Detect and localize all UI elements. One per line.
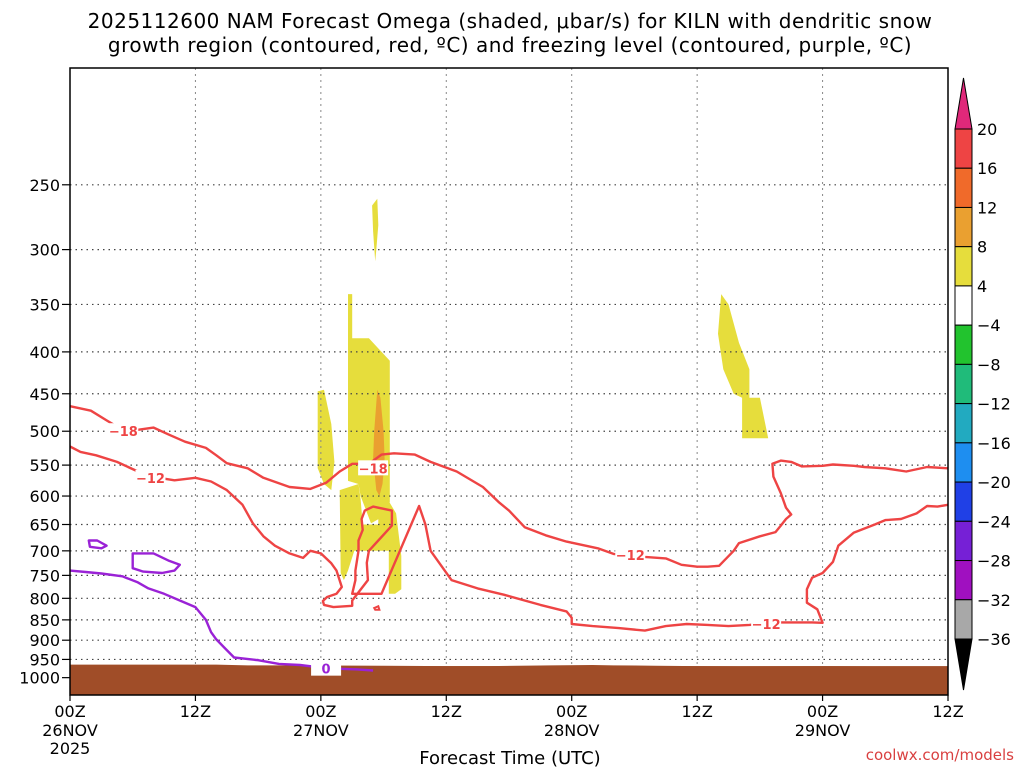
contour-label: −18	[109, 425, 138, 440]
colorbar-top-triangle	[954, 77, 973, 130]
colorbar-label: −12	[977, 395, 1011, 414]
chart-title-line2: growth region (contoured, red, ºC) and f…	[108, 33, 912, 57]
x-tick-label: 00Z	[556, 702, 587, 721]
x-tick-label: 00Z	[807, 702, 838, 721]
x-tick-label: 12Z	[180, 702, 211, 721]
y-tick-label: 550	[29, 456, 60, 475]
colorbar-label: 16	[977, 159, 997, 178]
y-tick-label: 600	[29, 487, 60, 506]
colorbar-segment-11	[954, 520, 973, 562]
y-tick-label: 800	[29, 589, 60, 608]
colorbar-segment-6	[954, 324, 973, 365]
colorbar-label: −16	[977, 434, 1011, 453]
colorbar-segment-5	[954, 285, 973, 326]
contour-label: −12	[616, 549, 645, 564]
colorbar-segment-12	[954, 560, 973, 601]
terrain-profile	[70, 664, 948, 669]
x-tick-date: 29NOV	[795, 721, 851, 740]
contour-label-bg	[751, 616, 782, 632]
colorbar-label: −28	[977, 552, 1011, 571]
x-tick-label: 12Z	[681, 702, 712, 721]
x-tick-date: 28NOV	[544, 721, 600, 740]
colorbar-label: −36	[977, 630, 1011, 649]
colorbar-segment-3	[954, 206, 973, 248]
colorbar-label: 12	[977, 198, 997, 217]
contour-label-bg	[311, 660, 342, 676]
y-tick-label: 500	[29, 422, 60, 441]
colorbar-segment-8	[954, 403, 973, 444]
x-tick-date: 26NOV	[42, 721, 98, 740]
contour-label: −12	[136, 472, 165, 487]
contour-labels: −18 −18 −12 −12 −12 0	[108, 423, 782, 678]
y-tick-label: 650	[29, 515, 60, 534]
y-tick-label: 950	[29, 650, 60, 669]
contour-label: −18	[359, 462, 388, 477]
y-tick-label: 350	[29, 295, 60, 314]
colorbar-label: −20	[977, 473, 1011, 492]
contour-−18-0	[69, 405, 949, 568]
colorbar-label: −8	[977, 355, 1001, 374]
contour-label-bg	[615, 546, 646, 562]
contour-label-bg	[358, 460, 389, 476]
y-axis-ticks: 2503003504004505005506006507007508008509…	[19, 176, 70, 688]
contour-label-bg	[135, 469, 166, 485]
contour-0-2	[69, 569, 374, 672]
contour-label: 0	[322, 663, 331, 678]
grid-lines	[70, 68, 948, 695]
y-tick-label: 700	[29, 542, 60, 561]
terrain-fill	[70, 664, 948, 695]
colorbar-segment-13	[954, 599, 973, 640]
omega-region-6	[718, 294, 769, 439]
contour-−12-1	[69, 445, 949, 632]
x-tick-label: 12Z	[932, 702, 963, 721]
y-tick-label: 250	[29, 176, 60, 195]
y-tick-label: 900	[29, 631, 60, 650]
colorbar-label: −24	[977, 512, 1011, 531]
colorbar-label: 8	[977, 238, 987, 257]
contour-label-bg	[108, 423, 139, 439]
y-tick-label: 850	[29, 611, 60, 630]
omega-region-3	[371, 496, 402, 594]
plot-frame	[69, 67, 949, 696]
x-tick-label: 12Z	[431, 702, 462, 721]
y-tick-label: 1000	[19, 669, 60, 688]
x-axis-label: Forecast Time (UTC)	[419, 748, 600, 768]
y-tick-label: 400	[29, 343, 60, 362]
contour-loop-3	[87, 539, 108, 550]
terrain-bar	[70, 666, 948, 695]
contour-small-loop	[372, 604, 381, 611]
x-tick-year: 2025	[50, 739, 91, 758]
x-tick-label: 00Z	[54, 702, 85, 721]
colorbar-label: 20	[977, 120, 997, 139]
contour-label: −12	[752, 618, 781, 633]
contour-loop-4	[131, 552, 182, 575]
chart-title-line1: 2025112600 NAM Forecast Omega (shaded, μ…	[88, 9, 933, 33]
colorbar-segment-10	[954, 481, 973, 522]
credit-text: coolwx.com/models	[866, 746, 1014, 764]
x-tick-label: 00Z	[305, 702, 336, 721]
omega-region-0	[317, 389, 335, 491]
colorbar-segment-9	[954, 442, 973, 483]
y-tick-label: 450	[29, 385, 60, 404]
y-tick-label: 300	[29, 241, 60, 260]
colorbar-bottom-triangle	[954, 638, 973, 691]
colorbar-label: −4	[977, 316, 1001, 335]
colorbar-segment-7	[954, 363, 973, 405]
colorbar: 20 16 12 8 4 −4 −8 −12 −16 −20 −24 −28 −32 −36	[954, 77, 1011, 691]
colorbar-label: −32	[977, 591, 1011, 610]
y-tick-label: 750	[29, 566, 60, 585]
colorbar-segment-4	[954, 246, 973, 287]
omega-region-1	[339, 484, 371, 581]
colorbar-label: 4	[977, 277, 987, 296]
colorbar-segment-1	[954, 128, 973, 169]
omega-region-4	[372, 198, 379, 262]
contour-lines	[69, 405, 949, 672]
colorbar-segment-2	[954, 167, 973, 208]
x-tick-date: 27NOV	[293, 721, 349, 740]
